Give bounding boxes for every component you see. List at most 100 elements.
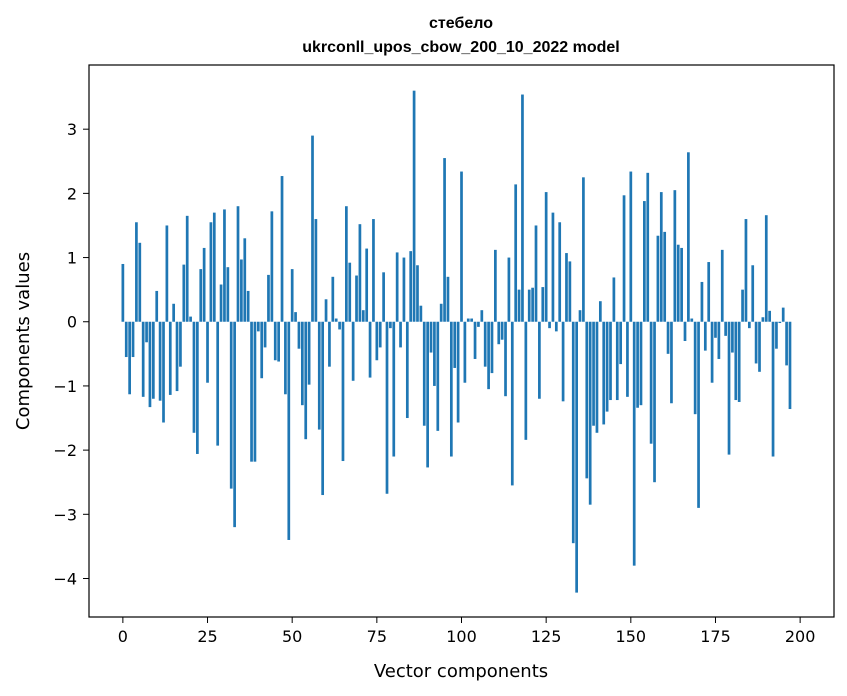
x-tick-label: 75 (367, 627, 387, 646)
bar (145, 321, 148, 343)
bar (558, 222, 562, 322)
bar (348, 262, 352, 322)
bar (703, 321, 707, 351)
bar (240, 259, 243, 322)
bar (246, 290, 250, 322)
y-tick-label: 0 (67, 313, 77, 332)
bar (578, 310, 582, 322)
bars-group (121, 90, 792, 593)
bar (680, 247, 683, 322)
bar (307, 321, 311, 385)
bar (571, 321, 575, 544)
x-tick-label: 200 (785, 627, 816, 646)
bar (602, 321, 606, 425)
bar (632, 321, 636, 566)
bar (510, 321, 514, 486)
bar (162, 321, 165, 423)
bar (561, 321, 565, 402)
bar (135, 222, 138, 322)
bar (636, 321, 639, 408)
bar (361, 310, 365, 322)
bar (541, 287, 545, 322)
bar (741, 289, 744, 322)
bar (148, 321, 152, 408)
bar (314, 219, 318, 322)
bar (619, 321, 623, 365)
bar (764, 215, 768, 322)
bar (720, 249, 724, 322)
x-tick-label: 0 (118, 627, 128, 646)
bar (646, 172, 650, 322)
bar (477, 321, 480, 327)
bar (334, 318, 338, 322)
bar (778, 321, 782, 324)
bar (575, 321, 578, 593)
bar (605, 321, 609, 412)
y-tick-label: 2 (67, 184, 77, 203)
bar (212, 212, 216, 322)
bar (172, 303, 176, 322)
bar (368, 321, 372, 378)
y-tick-label: 3 (67, 120, 77, 139)
bar (419, 305, 423, 322)
bar (378, 321, 382, 348)
bar (768, 310, 772, 322)
bar (649, 321, 653, 444)
bar (693, 321, 697, 415)
bar (460, 171, 463, 322)
bar (436, 321, 440, 431)
bar (273, 321, 277, 361)
x-tick-label: 125 (531, 627, 562, 646)
bar (382, 272, 385, 322)
bar (554, 321, 558, 332)
bar (426, 321, 429, 468)
bar (331, 276, 335, 322)
bar (229, 321, 233, 489)
bar (389, 321, 392, 329)
bar (287, 321, 291, 540)
bar (226, 267, 230, 322)
x-tick-label: 25 (197, 627, 217, 646)
bar (670, 321, 673, 404)
bar (365, 248, 369, 322)
bar (131, 321, 135, 358)
bar (534, 225, 538, 322)
bar (179, 321, 182, 367)
bar (395, 252, 399, 322)
bar (158, 321, 162, 401)
bar (185, 215, 189, 322)
bar (788, 321, 792, 410)
bar (548, 321, 551, 329)
x-tick-label: 175 (700, 627, 731, 646)
bar (175, 321, 179, 392)
bar (565, 253, 568, 322)
bar (514, 184, 518, 322)
bar (439, 303, 443, 322)
bar (707, 262, 711, 322)
y-axis-ticks: −4 −3 −2 −1 0 1 2 3 (53, 120, 89, 588)
bar (351, 321, 355, 381)
bar (653, 321, 656, 483)
bar (663, 231, 667, 322)
bar (409, 251, 413, 322)
y-tick-label: −2 (53, 441, 77, 460)
bar (490, 321, 494, 374)
bar (155, 290, 159, 322)
bar (338, 321, 341, 330)
bar (375, 321, 379, 361)
bar (470, 318, 474, 322)
bar (771, 321, 775, 457)
bar (189, 316, 192, 322)
bar (697, 321, 700, 508)
bar (300, 321, 304, 406)
bar (243, 238, 247, 322)
bar (358, 224, 362, 322)
y-tick-label: −3 (53, 505, 77, 524)
bar (311, 135, 314, 322)
bar (233, 321, 236, 528)
bar (497, 321, 501, 345)
y-tick-label: −4 (53, 569, 77, 588)
bar (585, 321, 589, 479)
bar (551, 212, 555, 322)
bar (321, 321, 325, 496)
